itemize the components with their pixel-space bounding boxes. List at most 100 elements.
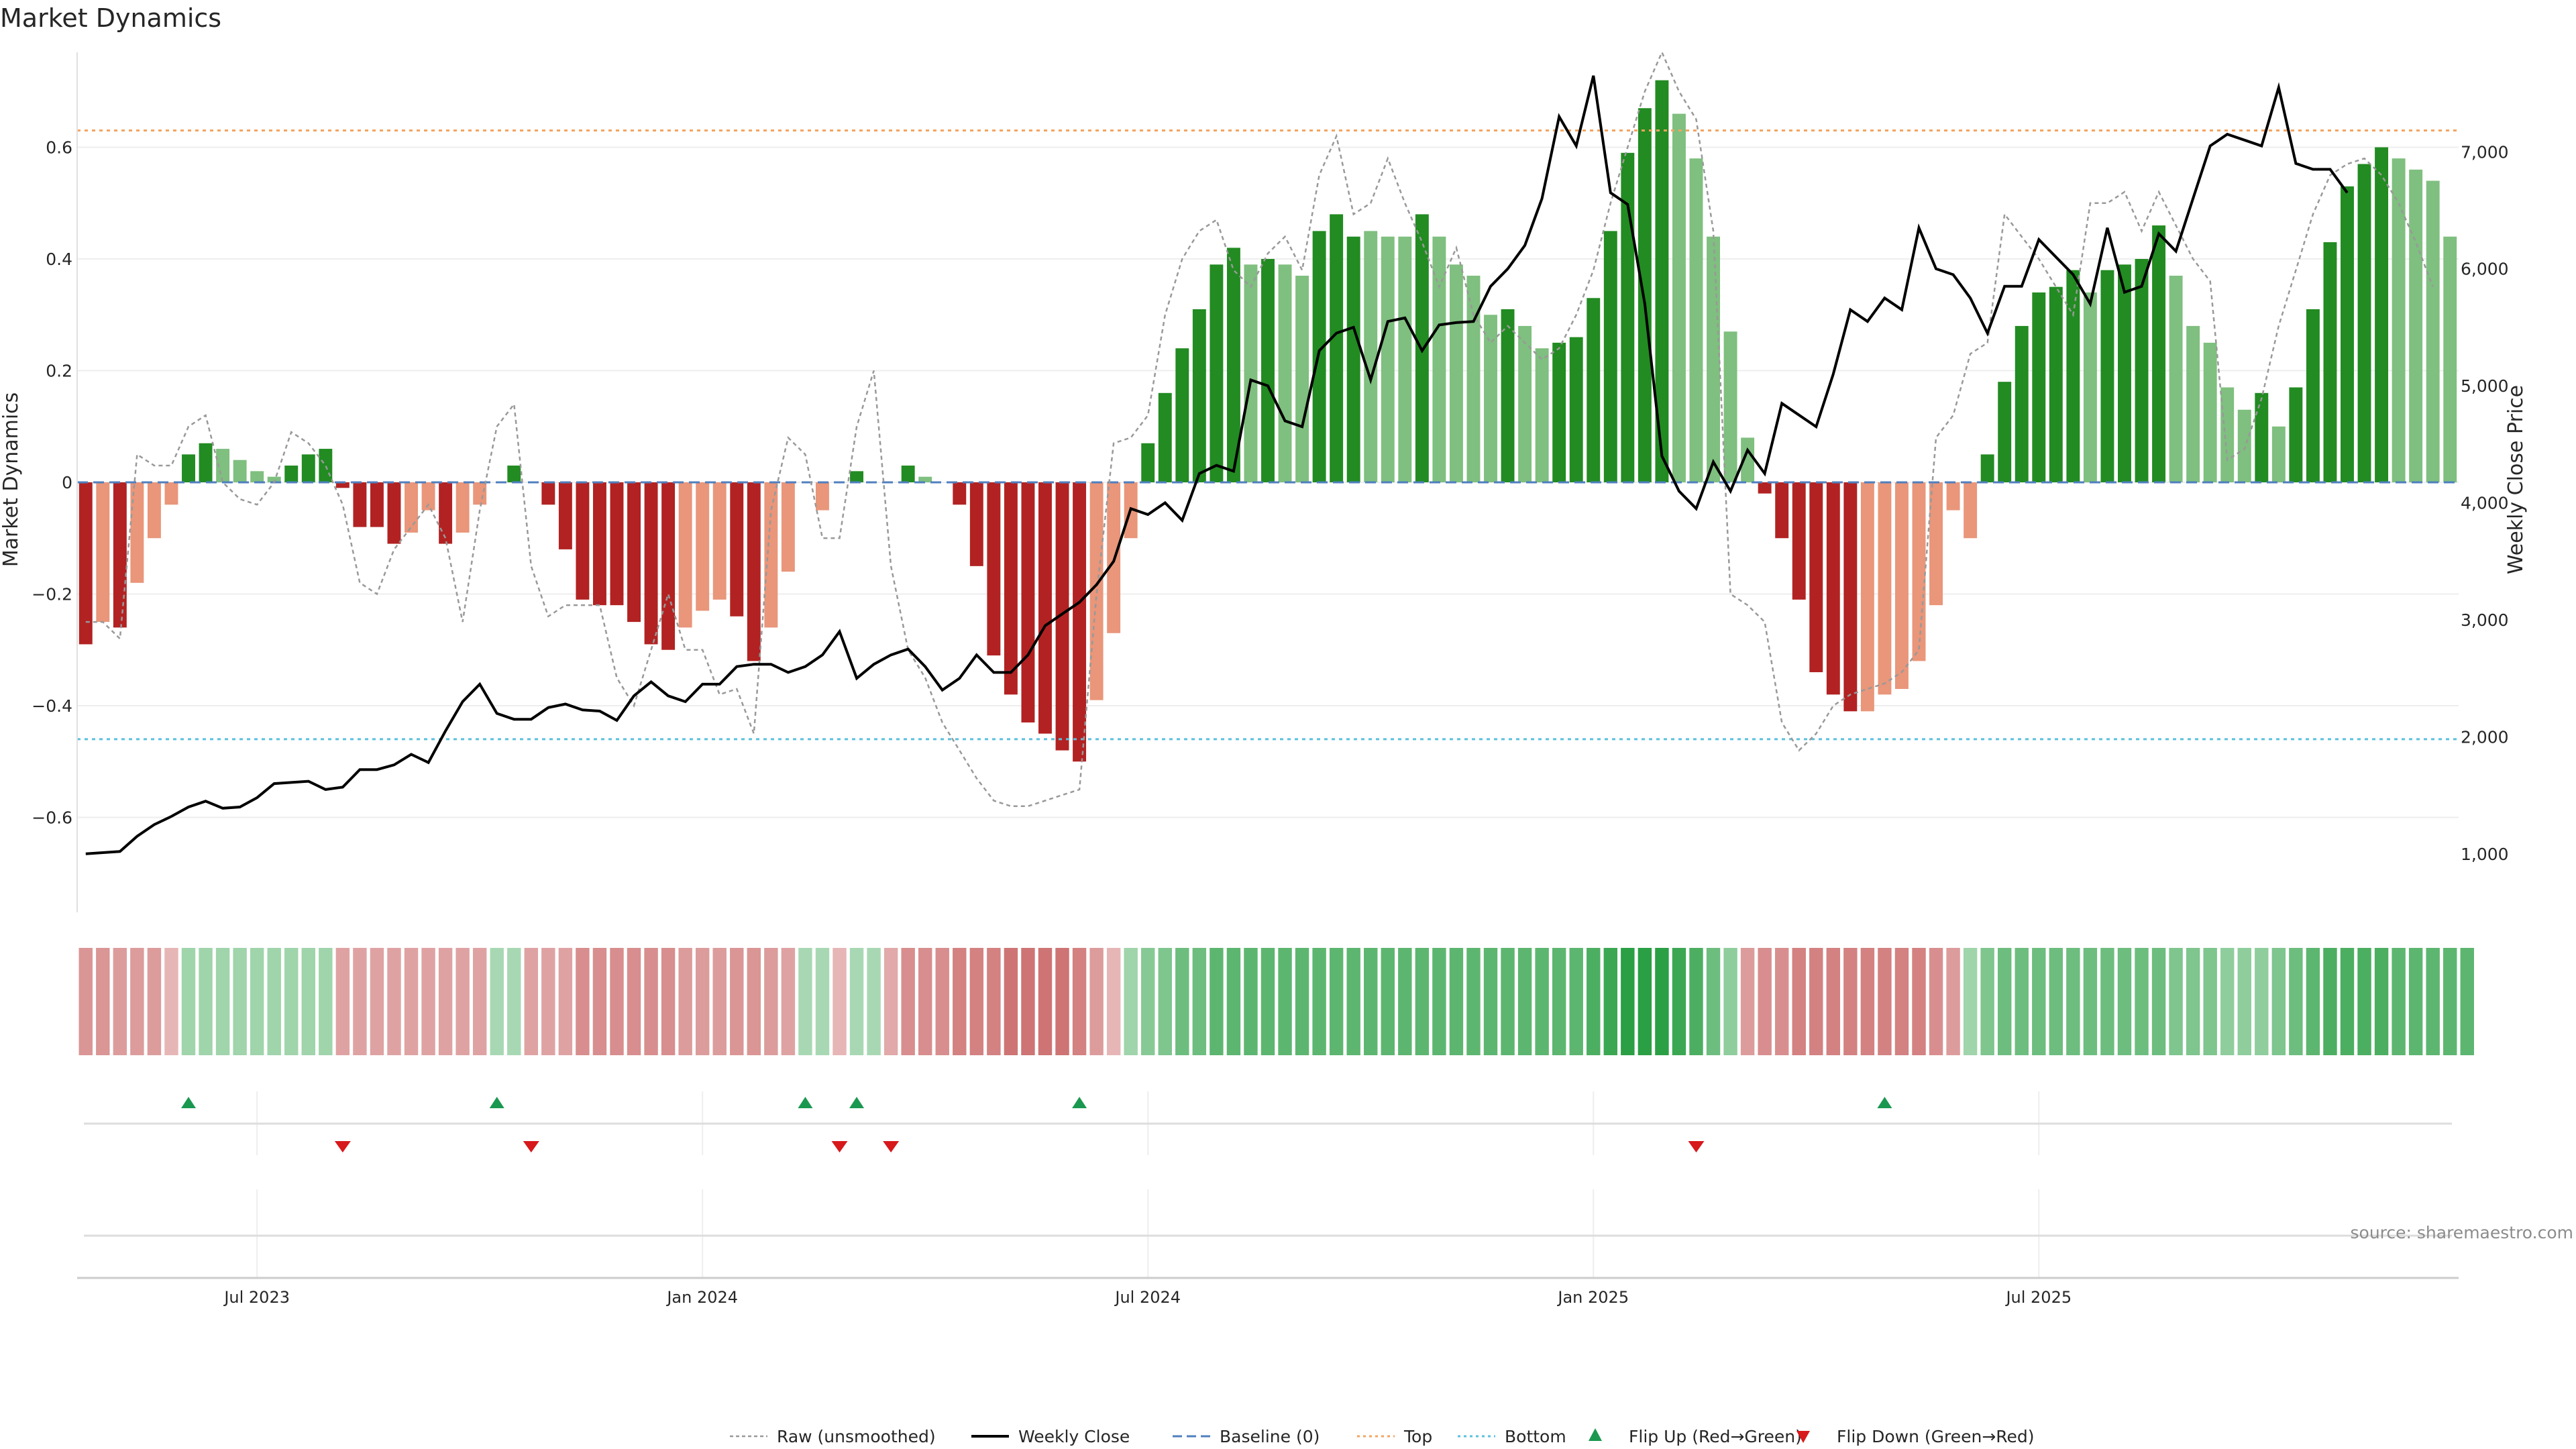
heat-strip-cell: [181, 948, 196, 1055]
dynamics-bar: [2186, 325, 2200, 482]
heat-strip-cell: [96, 948, 110, 1055]
heat-strip-cell: [1569, 948, 1583, 1055]
dynamics-bar: [644, 482, 658, 645]
dynamics-bar: [1878, 482, 1892, 695]
legend-item-close: Weekly Close: [971, 1427, 1130, 1446]
flip-up-marker: [489, 1097, 504, 1108]
dynamics-bar: [1226, 248, 1240, 482]
dynamics-bar: [2375, 147, 2389, 483]
heat-strip-cell: [592, 948, 607, 1055]
chart-title: Market Dynamics: [0, 3, 221, 33]
left-tick-label: −0.6: [32, 808, 72, 827]
heat-strip-cell: [1621, 948, 1635, 1055]
heat-strip-cell: [1158, 948, 1172, 1055]
heat-strip-cell: [1295, 948, 1309, 1055]
heat-strip-cell: [661, 948, 676, 1055]
dynamics-bar: [1689, 158, 1703, 483]
heat-strip-cell: [1364, 948, 1378, 1055]
heat-strip-cell: [2117, 948, 2132, 1055]
legend-label: Top: [1403, 1427, 1432, 1446]
dynamics-bar: [1484, 315, 1497, 482]
dynamics-bar: [1826, 482, 1840, 695]
heat-strip-cell: [2049, 948, 2063, 1055]
heat-strip-cell: [541, 948, 555, 1055]
x-tick-label: Jul 2024: [1114, 1288, 1181, 1307]
dynamics-bar: [1980, 454, 1994, 482]
flip-up-marker: [849, 1097, 865, 1108]
legend-label: Raw (unsmoothed): [777, 1427, 936, 1446]
heat-strip-cell: [1946, 948, 1960, 1055]
dynamics-bar: [2066, 270, 2080, 482]
dynamics-bar: [130, 482, 144, 583]
dynamics-bar: [1518, 325, 1532, 482]
heat-strip-cell: [1038, 948, 1053, 1055]
right-tick-label: 1,000: [2461, 845, 2509, 864]
dynamics-bar: [2083, 292, 2097, 482]
heat-strip-cell: [764, 948, 778, 1055]
heat-strip-cell: [867, 948, 881, 1055]
heat-strip-cell: [1244, 948, 1258, 1055]
legend-item-raw: Raw (unsmoothed): [730, 1427, 936, 1446]
dynamics-bar: [1809, 482, 1823, 673]
dynamics-bar: [1295, 275, 1309, 482]
heat-strip-cell: [404, 948, 419, 1055]
dynamics-bar: [696, 482, 710, 611]
dynamics-bar: [627, 482, 641, 623]
heat-strip-cell: [730, 948, 744, 1055]
dynamics-bar: [678, 482, 692, 628]
dynamics-bar: [2323, 242, 2337, 482]
dynamics-bar: [2237, 409, 2251, 482]
heat-strip-cell: [2135, 948, 2149, 1055]
dynamics-bar: [2220, 387, 2235, 482]
heat-strip-cell: [1638, 948, 1652, 1055]
heat-strip-cell: [1723, 948, 1737, 1055]
heat-strip-cell: [1963, 948, 1978, 1055]
heat-strip-cell: [2066, 948, 2080, 1055]
right-tick-label: 4,000: [2461, 494, 2509, 513]
dynamics-bar: [1466, 275, 1481, 482]
heat-strip-cell: [1381, 948, 1395, 1055]
dynamics-bar: [850, 471, 864, 482]
dynamics-bar: [987, 482, 1001, 656]
dynamics-bar: [1021, 482, 1035, 722]
heat-strip-cell: [1587, 948, 1601, 1055]
dynamics-bar: [1655, 80, 1669, 483]
heat-strip-cell: [1175, 948, 1189, 1055]
dynamics-bar: [1038, 482, 1052, 734]
heat-strip-cell: [1398, 948, 1412, 1055]
dynamics-bar: [1381, 236, 1395, 482]
legend-label: Weekly Close: [1018, 1427, 1130, 1446]
dynamics-bar: [1330, 214, 1344, 482]
heat-strip-cell: [1278, 948, 1292, 1055]
dynamics-bar: [1346, 236, 1360, 482]
heat-strip-cell: [1329, 948, 1344, 1055]
dynamics-bar: [1860, 482, 1874, 712]
heat-strip-cell: [284, 948, 299, 1055]
heat-strip-cell: [2443, 948, 2457, 1055]
dynamics-bar: [1449, 264, 1463, 482]
flip-up-marker: [1072, 1097, 1087, 1108]
heat-strip-cell: [455, 948, 470, 1055]
heat-strip-cell: [1072, 948, 1087, 1055]
heat-strip-cell: [1843, 948, 1858, 1055]
dynamics-bar: [1775, 482, 1789, 539]
dynamics-bar: [2409, 169, 2423, 482]
heat-strip-cell: [576, 948, 590, 1055]
heat-strip-cell: [472, 948, 487, 1055]
dynamics-bar: [353, 482, 367, 527]
heat-strip-cell: [199, 948, 213, 1055]
heat-strip-cell: [387, 948, 401, 1055]
heat-strip-cell: [2237, 948, 2251, 1055]
heat-strip-cell: [1449, 948, 1464, 1055]
heat-strip-cell: [2203, 948, 2217, 1055]
dynamics-bar: [507, 466, 521, 482]
dynamics-bar: [541, 482, 555, 505]
heat-strip-cell: [267, 948, 281, 1055]
dynamics-bar: [1758, 482, 1772, 494]
heat-strip-cell: [712, 948, 727, 1055]
right-tick-label: 2,000: [2461, 727, 2509, 747]
dynamics-bar: [610, 482, 624, 606]
heat-strip-cell: [644, 948, 658, 1055]
legend-label: Flip Down (Green→Red): [1837, 1427, 2035, 1446]
